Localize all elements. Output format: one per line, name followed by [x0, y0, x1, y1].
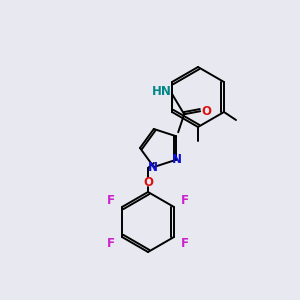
Text: HN: HN — [152, 85, 172, 98]
Text: F: F — [107, 237, 115, 250]
Text: O: O — [143, 176, 153, 188]
Text: O: O — [201, 105, 211, 118]
Text: N: N — [148, 160, 158, 173]
Text: N: N — [172, 153, 182, 166]
Text: F: F — [107, 194, 115, 207]
Text: F: F — [181, 237, 189, 250]
Text: F: F — [181, 194, 189, 207]
